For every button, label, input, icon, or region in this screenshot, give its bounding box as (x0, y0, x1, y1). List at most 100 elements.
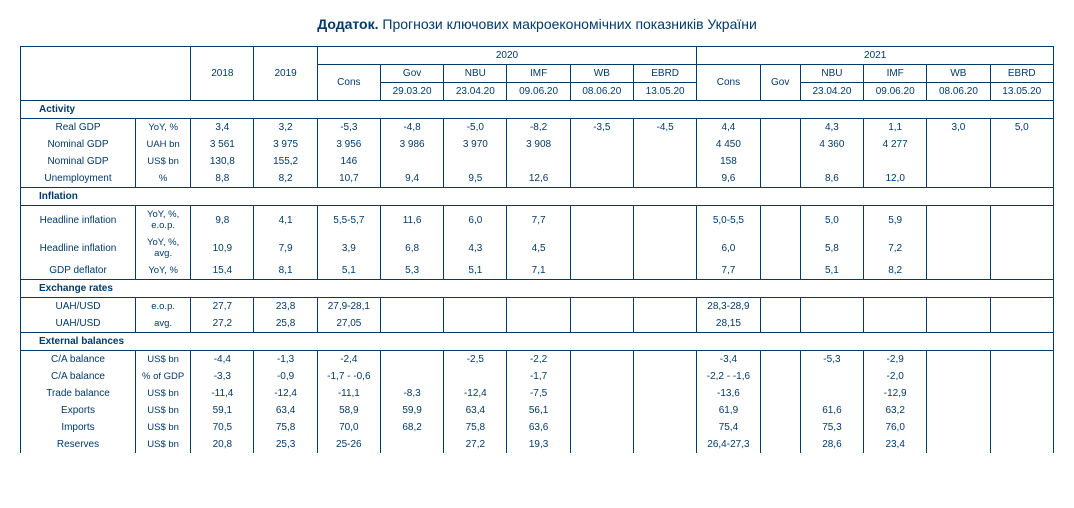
cell: 75,8 (444, 419, 507, 436)
table-row: ReservesUS$ bn20,825,325-2627,219,326,4-… (21, 436, 1054, 453)
cell (380, 351, 443, 369)
cell: 4 360 (800, 136, 863, 153)
cell: 155,2 (254, 153, 317, 170)
cell: -13,6 (697, 385, 760, 402)
col-group-2020: 2020 (317, 47, 697, 65)
cell (633, 153, 696, 170)
cell (633, 368, 696, 385)
cell: 4,3 (444, 234, 507, 262)
cell: 5,1 (317, 262, 380, 280)
cell: 4 450 (697, 136, 760, 153)
section-label: Activity (21, 101, 1054, 119)
cell: -2,9 (864, 351, 927, 369)
cell (990, 315, 1053, 333)
table-row: Unemployment%8,88,210,79,49,512,69,68,61… (21, 170, 1054, 188)
cell: 4,5 (507, 234, 570, 262)
col-imf21: IMF (864, 65, 927, 83)
row-unit: US$ bn (136, 402, 191, 419)
cell (507, 298, 570, 316)
cell: -2,0 (864, 368, 927, 385)
cell: 59,1 (191, 402, 254, 419)
row-label: GDP deflator (21, 262, 136, 280)
col-ebrd21: EBRD (990, 65, 1053, 83)
cell: 75,3 (800, 419, 863, 436)
cell (990, 385, 1053, 402)
cell: -2,4 (317, 351, 380, 369)
cell (760, 436, 800, 453)
table-row: GDP deflatorYoY, %15,48,15,15,35,17,17,7… (21, 262, 1054, 280)
row-label: UAH/USD (21, 315, 136, 333)
cell (927, 419, 990, 436)
row-label: Trade balance (21, 385, 136, 402)
cell (633, 402, 696, 419)
cell: 3,0 (927, 119, 990, 137)
table-row: Headline inflationYoY, %, e.o.p.9,84,15,… (21, 206, 1054, 235)
cell (570, 385, 633, 402)
cell: -7,5 (507, 385, 570, 402)
cell: 1,1 (864, 119, 927, 137)
row-label: Reserves (21, 436, 136, 453)
cell (800, 385, 863, 402)
cell: 63,6 (507, 419, 570, 436)
col-cons20: Cons (317, 65, 380, 101)
cell: 5,9 (864, 206, 927, 235)
row-unit: US$ bn (136, 351, 191, 369)
row-unit: UAH bn (136, 136, 191, 153)
cell: 7,9 (254, 234, 317, 262)
cell (760, 170, 800, 188)
cell (927, 153, 990, 170)
cell: -12,4 (444, 385, 507, 402)
cell: 6,8 (380, 234, 443, 262)
table-row: UAH/USDe.o.p.27,723,827,9-28,128,3-28,9 (21, 298, 1054, 316)
cell: 5,3 (380, 262, 443, 280)
cell (927, 402, 990, 419)
cell (800, 153, 863, 170)
cell: 70,0 (317, 419, 380, 436)
cell (864, 153, 927, 170)
section-row-ext: External balances (21, 333, 1054, 351)
cell: -11,1 (317, 385, 380, 402)
cell: 5,1 (800, 262, 863, 280)
col-nbu20-date: 23.04.20 (444, 83, 507, 101)
cell (570, 298, 633, 316)
table-row: ImportsUS$ bn70,575,870,068,275,863,675,… (21, 419, 1054, 436)
row-label: UAH/USD (21, 298, 136, 316)
cell (760, 419, 800, 436)
col-nbu21-date: 23.04.20 (800, 83, 863, 101)
cell (800, 368, 863, 385)
cell: 130,8 (191, 153, 254, 170)
cell (990, 136, 1053, 153)
cell: 25-26 (317, 436, 380, 453)
cell: 5,5-5,7 (317, 206, 380, 235)
cell (570, 170, 633, 188)
cell: 27,2 (444, 436, 507, 453)
cell: 8,2 (254, 170, 317, 188)
cell: 27,7 (191, 298, 254, 316)
cell (444, 368, 507, 385)
row-label: Headline inflation (21, 206, 136, 235)
row-unit: % of GDP (136, 368, 191, 385)
cell (570, 436, 633, 453)
cell (633, 262, 696, 280)
page-title: Додаток. Прогнози ключових макроекономіч… (20, 16, 1054, 32)
cell: 3,2 (254, 119, 317, 137)
row-label: Nominal GDP (21, 153, 136, 170)
cell: 6,0 (697, 234, 760, 262)
cell: -3,5 (570, 119, 633, 137)
cell (927, 436, 990, 453)
cell (990, 402, 1053, 419)
cell: 5,0-5,5 (697, 206, 760, 235)
section-row-inflation: Inflation (21, 188, 1054, 206)
cell: -2,2 (507, 351, 570, 369)
cell: 3 956 (317, 136, 380, 153)
cell (633, 315, 696, 333)
table-row: C/A balanceUS$ bn-4,4-1,3-2,4-2,5-2,2-3,… (21, 351, 1054, 369)
cell: 61,6 (800, 402, 863, 419)
cell (760, 206, 800, 235)
cell (444, 298, 507, 316)
cell: 7,7 (507, 206, 570, 235)
cell (927, 262, 990, 280)
cell (760, 298, 800, 316)
cell (444, 315, 507, 333)
table-row: Nominal GDPUS$ bn130,8155,2146158 (21, 153, 1054, 170)
